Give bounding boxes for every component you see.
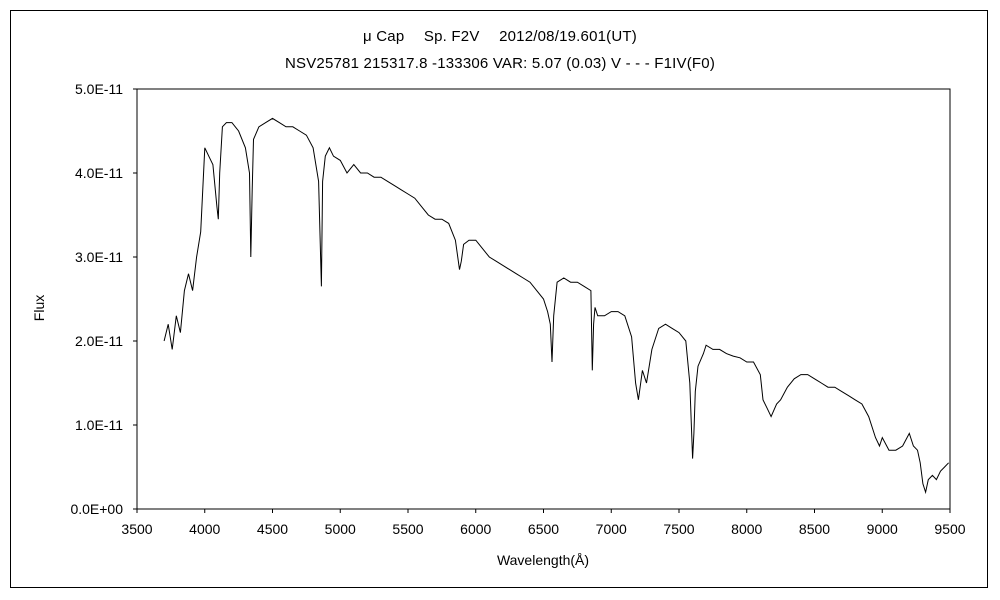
chart-frame (10, 10, 988, 588)
x-tick-label: 8500 (799, 521, 830, 537)
x-tick-label: 5000 (325, 521, 356, 537)
y-tick-label: 2.0E-11 (75, 333, 123, 349)
x-tick-label: 9000 (867, 521, 898, 537)
y-tick-label: 4.0E-11 (75, 165, 123, 181)
x-tick-label: 6500 (528, 521, 559, 537)
chart-subtitle: NSV25781 215317.8 -133306 VAR: 5.07 (0.0… (284, 55, 716, 72)
x-tick-label: 7500 (663, 521, 694, 537)
spectrum-series-line (163, 117, 949, 495)
x-tick-label: 7000 (596, 521, 627, 537)
y-axis: 0.0E+00 1.0E-11 2.0E-11 3.0E-11 4.0E-11 5.0E-… (70, 81, 137, 517)
x-tick-label: 5500 (392, 521, 423, 537)
x-tick-label: 4000 (189, 521, 220, 537)
x-tick-label: 3500 (121, 521, 152, 537)
x-axis: 3500 4000 4500 5000 5500 6000 6500 7000 7500 8000… (121, 509, 966, 537)
x-tick-label: 9500 (934, 521, 965, 537)
y-tick-label: 5.0E-11 (75, 81, 123, 97)
y-tick-label: 0.0E+00 (70, 501, 123, 517)
x-tick-label: 4500 (257, 521, 288, 537)
x-axis-label: Wavelength(Å) (497, 552, 589, 568)
x-tick-label: 6000 (460, 521, 491, 537)
y-axis-label: Flux (31, 295, 47, 321)
x-tick-label: 8000 (731, 521, 762, 537)
chart-title: μ Cap Sp. F2V 2012/08/19.601(UT) (363, 28, 637, 45)
y-tick-label: 3.0E-11 (75, 249, 123, 265)
y-tick-label: 1.0E-11 (75, 417, 123, 433)
